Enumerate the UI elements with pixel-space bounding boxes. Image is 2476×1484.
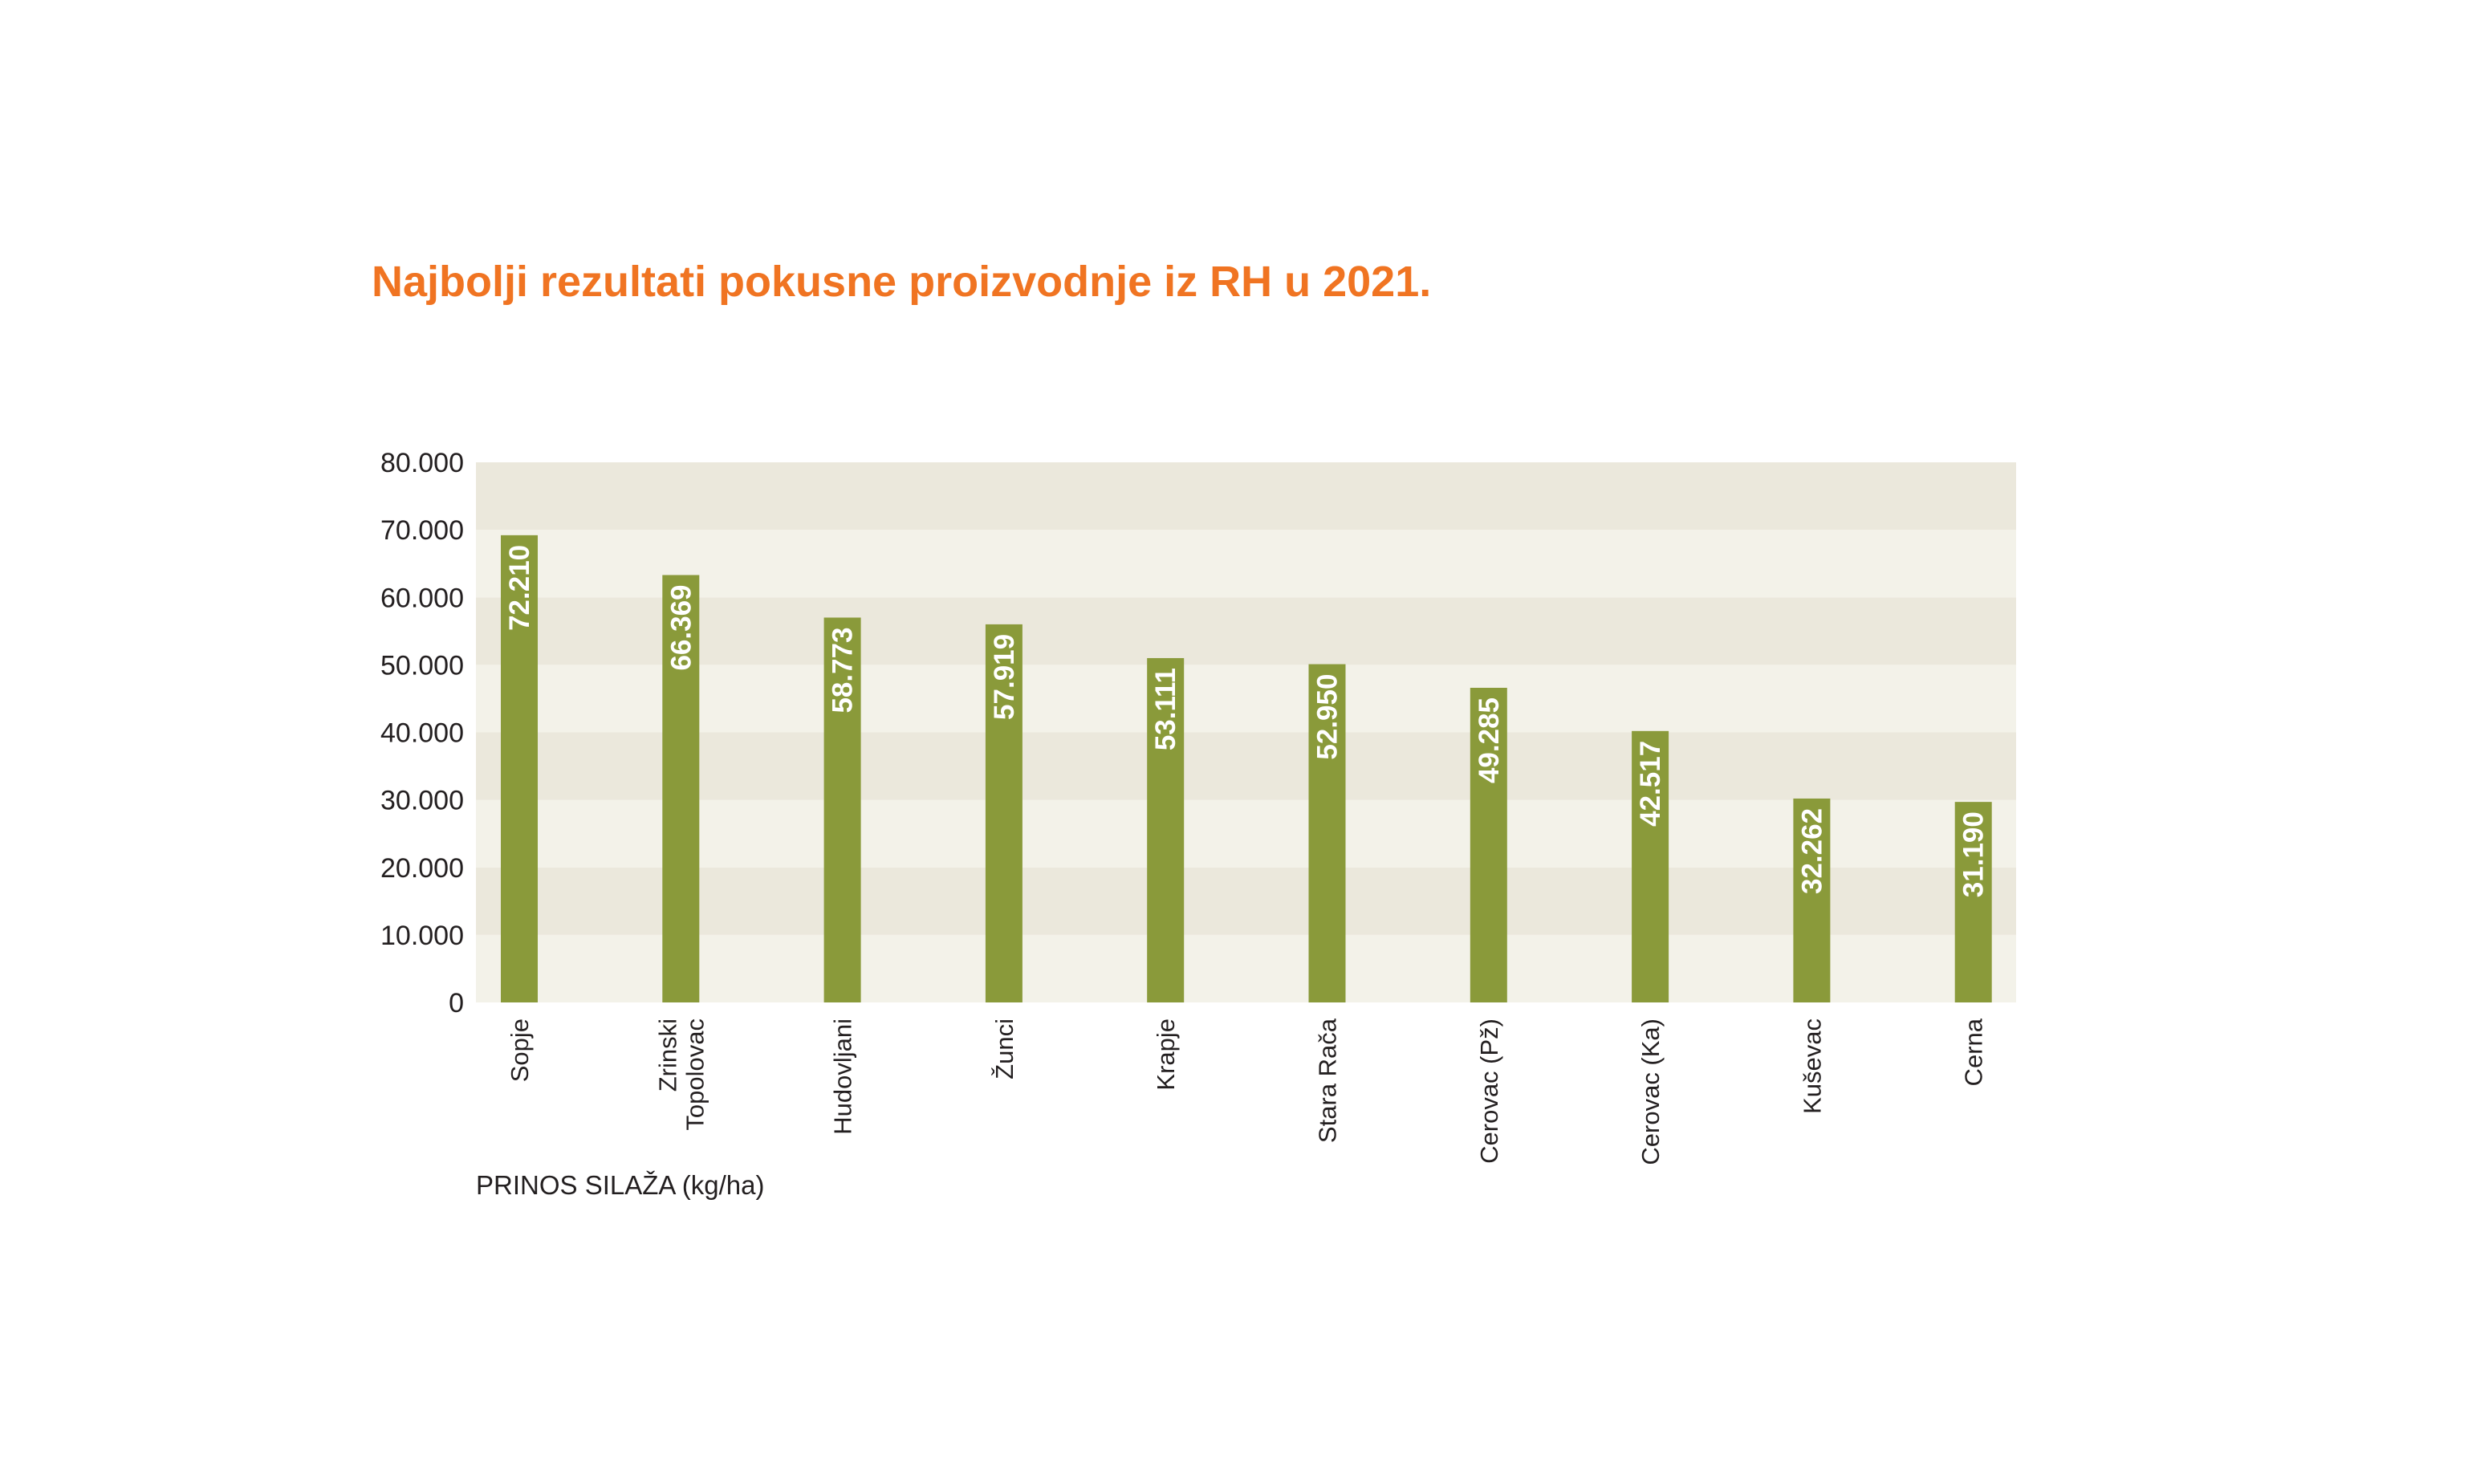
x-tick-label: Stara Rača	[1314, 1018, 1342, 1143]
x-tick-label: Kuševac	[1798, 1018, 1826, 1114]
data-label: 31.190	[1958, 811, 1990, 897]
grid-band	[476, 867, 2016, 935]
grid-band	[476, 732, 2016, 800]
x-axis-labels: Sopje Zrinski Topolovac Hudovljani Žunci Krap…	[506, 1018, 1988, 1165]
bar	[1147, 657, 1185, 1002]
bars	[501, 535, 1992, 1002]
data-label: 49.285	[1474, 697, 1505, 783]
x-tick-label: Hudovljani	[829, 1018, 857, 1135]
bar	[1308, 664, 1346, 1002]
data-label: 57.919	[989, 634, 1020, 720]
y-tick-label: 60.000	[380, 583, 464, 613]
grid-band	[476, 597, 2016, 665]
grid-band	[476, 799, 2016, 868]
x-tick-label: Žunci	[990, 1018, 1018, 1079]
grid-band	[476, 530, 2016, 598]
x-tick-label: Cerna	[1960, 1018, 1988, 1086]
bar	[1793, 798, 1831, 1002]
bar	[1470, 687, 1507, 1002]
y-tick-label: 70.000	[380, 515, 464, 546]
data-label: 66.369	[665, 584, 697, 670]
y-tick-label: 20.000	[380, 853, 464, 884]
grid-band	[476, 665, 2016, 733]
y-axis-ticks: 0 10.000 20.000 30.000 40.000 50.000 60.000 70.…	[380, 448, 464, 1018]
x-tick-label: Cerovac (Pž)	[1475, 1018, 1503, 1164]
bar	[1954, 802, 1992, 1002]
bar	[823, 617, 861, 1002]
y-tick-label: 40.000	[380, 718, 464, 749]
y-tick-label: 80.000	[380, 448, 464, 478]
grid-bands	[476, 462, 2016, 1002]
chart-caption: PRINOS SILAŽA (kg/ha)	[476, 1170, 765, 1200]
grid-band	[476, 462, 2016, 531]
x-tick-label: Topolovac	[681, 1018, 709, 1131]
data-labels: 72.210 66.369 58.773 57.919 53.111 52.950 49.2…	[504, 545, 1990, 897]
y-tick-label: 30.000	[380, 786, 464, 816]
bar	[501, 535, 538, 1002]
x-tick-label: Sopje	[506, 1018, 534, 1082]
x-tick-label: Cerovac (Ka)	[1636, 1018, 1665, 1165]
y-tick-label: 0	[449, 988, 464, 1018]
grid-band	[476, 934, 2016, 1002]
bar	[985, 624, 1023, 1002]
data-label: 42.517	[1635, 741, 1666, 827]
data-label: 32.262	[1796, 808, 1828, 894]
bar	[1632, 730, 1669, 1002]
data-label: 72.210	[504, 545, 535, 631]
data-label: 52.950	[1312, 674, 1344, 760]
x-tick-label: Zrinski	[653, 1018, 681, 1092]
chart-title: Najbolji rezultati pokusne proizvodnje i…	[372, 258, 1432, 306]
data-label: 58.773	[827, 627, 859, 713]
y-tick-label: 50.000	[380, 650, 464, 681]
bar	[662, 575, 700, 1002]
y-tick-label: 10.000	[380, 921, 464, 951]
data-label: 53.111	[1150, 668, 1181, 750]
x-tick-label: Krapje	[1152, 1018, 1180, 1091]
